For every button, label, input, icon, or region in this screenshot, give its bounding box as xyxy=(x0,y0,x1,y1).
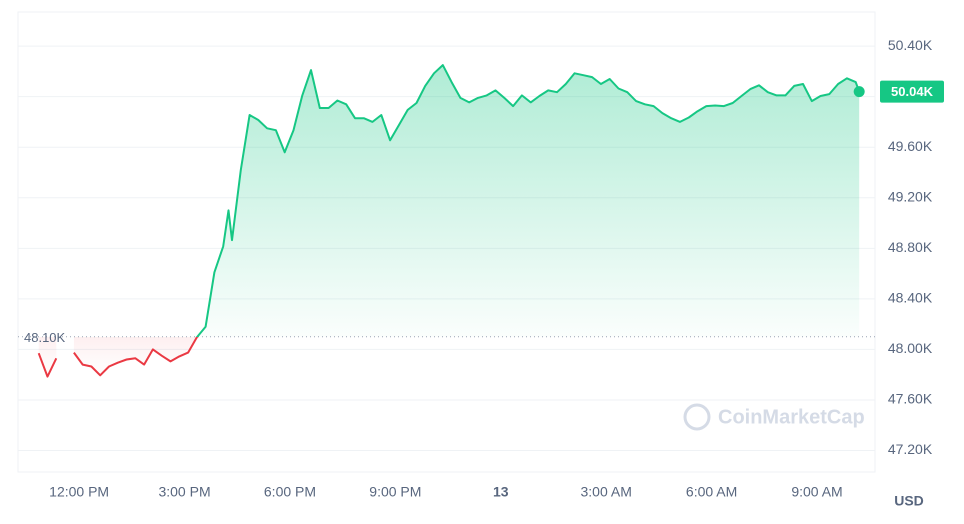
y-tick-label: 47.60K xyxy=(888,391,933,407)
baseline-label: 48.10K xyxy=(24,330,66,345)
y-tick-label: 48.80K xyxy=(888,239,933,255)
unit-label: USD xyxy=(894,493,924,509)
x-tick-label: 6:00 PM xyxy=(264,484,316,500)
y-tick-label: 49.60K xyxy=(888,138,933,154)
y-tick-label: 49.20K xyxy=(888,188,933,204)
x-tick-label: 3:00 AM xyxy=(581,484,632,500)
y-tick-label: 48.40K xyxy=(888,290,933,306)
x-tick-label: 12:00 PM xyxy=(49,484,109,500)
last-point xyxy=(853,86,865,98)
y-tick-label: 47.20K xyxy=(888,441,933,457)
price-line xyxy=(37,64,861,378)
watermark: CoinMarketCap xyxy=(683,403,865,431)
x-tick-label: 6:00 AM xyxy=(686,484,737,500)
current-price-box xyxy=(880,80,944,103)
watermark-logo xyxy=(683,403,711,431)
x-tick-label: 9:00 AM xyxy=(791,484,842,500)
x-tick-label: 13 xyxy=(493,484,509,500)
area-fill xyxy=(38,65,860,377)
plot-frame xyxy=(17,11,876,473)
x-tick-label: 3:00 PM xyxy=(158,484,210,500)
watermark-text: CoinMarketCap xyxy=(718,406,865,428)
y-tick-label: 48.00K xyxy=(888,340,933,356)
current-price-label: 50.04K xyxy=(891,84,934,99)
y-tick-label: 50.40K xyxy=(888,37,933,53)
x-tick-label: 9:00 PM xyxy=(369,484,421,500)
